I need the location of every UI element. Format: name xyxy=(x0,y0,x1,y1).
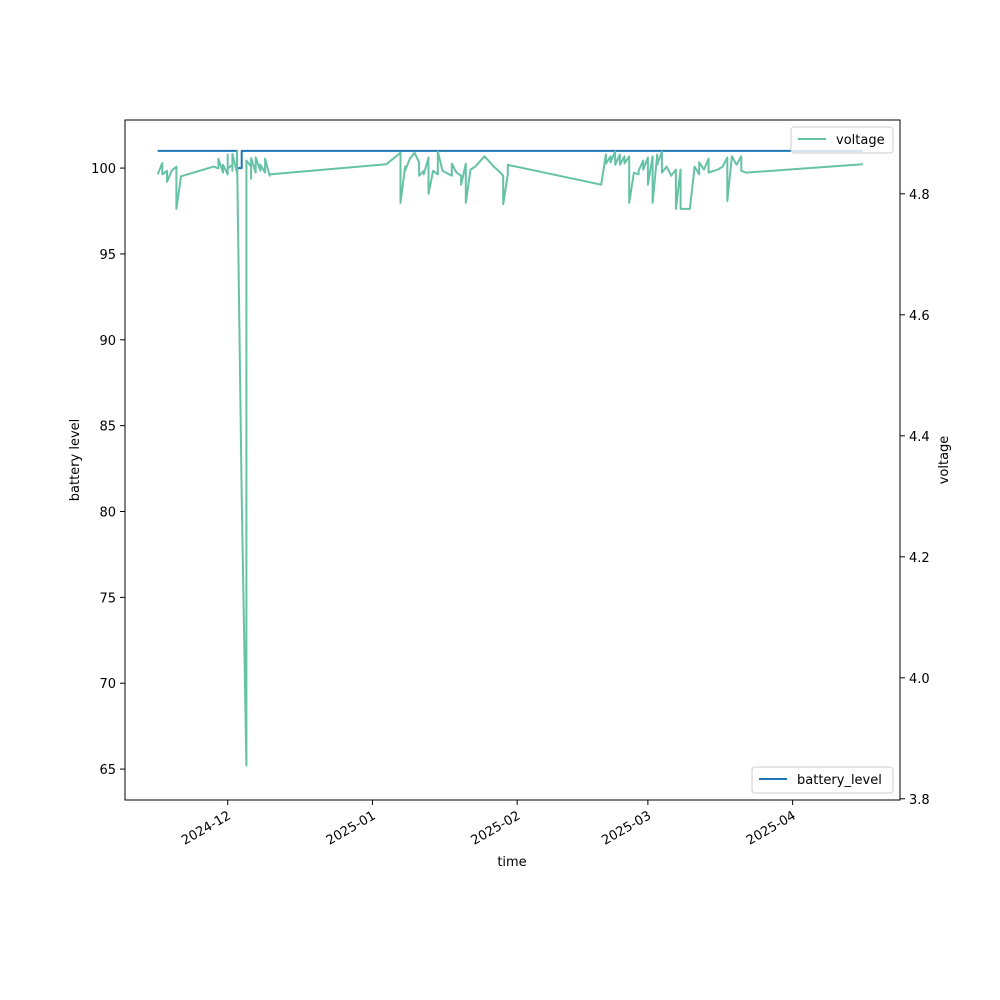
right-y-tick-label: 4.0 xyxy=(909,672,930,687)
left-y-tick-label: 75 xyxy=(99,591,116,606)
left-y-tick-label: 80 xyxy=(99,506,116,521)
series-layer xyxy=(156,149,863,767)
left-y-tick-label: 65 xyxy=(99,763,116,778)
legend-voltage-box xyxy=(790,126,894,154)
x-tick-label: 2025-03 xyxy=(599,808,654,848)
series-line-battery-level xyxy=(157,149,863,170)
x-axis: 2024-12 2025-01 2025-02 2025-03 2025-04 xyxy=(179,800,799,849)
left-y-tick-label: 95 xyxy=(99,248,116,263)
right-y-tick-label: 4.4 xyxy=(909,430,930,445)
left-y-tick-label: 90 xyxy=(99,334,116,349)
right-y-tick-label: 4.8 xyxy=(909,188,930,203)
left-y-axis-label: battery level xyxy=(68,419,83,502)
legend-battery-level: battery_level xyxy=(751,766,894,794)
right-y-axis-label: voltage xyxy=(937,436,952,485)
legend-battery-level-label: battery_level xyxy=(797,773,882,788)
legend-battery-level-box xyxy=(751,766,894,794)
right-y-tick-label: 3.8 xyxy=(909,793,930,808)
plot-frame xyxy=(124,119,901,801)
right-y-tick-label: 4.6 xyxy=(909,309,930,324)
legend-voltage: voltage xyxy=(790,126,894,154)
x-tick-label: 2025-04 xyxy=(744,808,799,848)
x-tick-label: 2025-01 xyxy=(324,808,379,848)
x-tick-label: 2025-02 xyxy=(469,808,524,848)
left-y-tick-label: 70 xyxy=(99,677,116,692)
x-tick-label: 2024-12 xyxy=(179,808,234,848)
x-axis-label: time xyxy=(497,855,526,870)
right-y-axis: 3.8 4.0 4.2 4.4 4.6 4.8 xyxy=(900,188,930,808)
left-y-tick-label: 100 xyxy=(91,162,116,177)
left-y-axis: 65 70 75 80 85 90 95 100 xyxy=(91,162,125,778)
legend-voltage-label: voltage xyxy=(836,133,885,148)
series-line-voltage xyxy=(156,150,863,767)
right-y-tick-label: 4.2 xyxy=(909,551,930,566)
left-y-tick-label: 85 xyxy=(99,420,116,435)
